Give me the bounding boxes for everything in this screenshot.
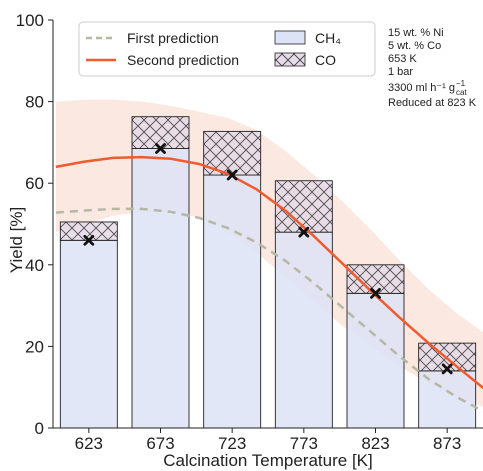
marker-x-823 <box>370 287 381 299</box>
marker-x-773 <box>298 226 310 238</box>
x-tick-label-723: 723 <box>218 434 246 453</box>
legend-label-ch4: CH₄ <box>315 30 341 46</box>
conditions-annotation: 15 wt. % Ni 5 wt. % Co 653 K 1 bar 3300 … <box>388 27 477 109</box>
x-tick-label-673: 673 <box>146 434 174 453</box>
marker-x-strokes <box>83 234 95 246</box>
x-tick-label-873: 873 <box>433 434 461 453</box>
y-tick-label-0: 0 <box>35 419 44 438</box>
legend-swatch-ch4 <box>274 30 306 45</box>
y-tick-label-60: 60 <box>25 174 44 193</box>
marker-x-723 <box>226 169 238 181</box>
marker-layer <box>83 143 453 375</box>
prediction-line-layer <box>55 155 483 413</box>
y-tick-label-80: 80 <box>25 93 44 112</box>
bar-ch4-673 <box>131 148 190 429</box>
marker-x-strokes <box>441 363 453 375</box>
condition-temperature: 653 K <box>388 53 417 65</box>
bar-co-873 <box>418 342 477 372</box>
bar-co-723 <box>203 130 262 176</box>
legend-label-co: CO <box>315 52 336 68</box>
y-tick-label-100: 100 <box>16 11 44 30</box>
marker-x-strokes <box>226 169 238 181</box>
prediction-line-first-prediction <box>55 207 483 413</box>
condition-co-loading: 5 wt. % Co <box>388 40 441 52</box>
bar-co-673 <box>131 116 190 149</box>
condition-ni-loading: 15 wt. % Ni <box>388 27 444 39</box>
bar-ch4-773 <box>274 231 333 429</box>
condition-pressure: 1 bar <box>388 66 413 78</box>
marker-x-strokes <box>155 143 166 154</box>
x-axis-title: Calcination Temperature [K] <box>163 451 372 470</box>
x-tick-label-773: 773 <box>290 434 318 453</box>
marker-x-673 <box>155 143 166 154</box>
legend: First prediction Second prediction CH₄ C… <box>78 21 376 77</box>
y-axis-title: Yield [%] <box>7 207 26 273</box>
y-tick-label-20: 20 <box>25 337 44 356</box>
condition-space-velocity: 3300 ml h⁻¹ g <box>388 82 455 94</box>
condition-space-velocity-subscript: cat <box>456 88 467 97</box>
axis-layer: 0 20 40 60 80 100 623 673 723 773 823 873 <box>16 11 483 453</box>
bar-ch4-623 <box>59 239 118 429</box>
condition-space-velocity-superscript: −1 <box>456 79 466 88</box>
marker-x-strokes <box>298 226 310 238</box>
legend-swatch-co <box>274 52 306 67</box>
legend-label-second-prediction: Second prediction <box>127 52 239 68</box>
marker-x-623 <box>83 234 95 246</box>
bar-co-823 <box>346 264 405 294</box>
y-tick-label-40: 40 <box>25 256 44 275</box>
bar-co-623 <box>59 221 118 241</box>
marker-x-873 <box>441 363 453 375</box>
bar-ch4-723 <box>203 174 262 429</box>
prediction-line-second-prediction <box>55 155 483 390</box>
x-tick-label-623: 623 <box>75 434 103 453</box>
legend-label-first-prediction: First prediction <box>127 30 219 46</box>
bar-co-773 <box>274 180 333 233</box>
condition-reduction: Reduced at 823 K <box>388 97 477 109</box>
x-tick-label-823: 823 <box>361 434 389 453</box>
marker-x-strokes <box>370 287 381 299</box>
